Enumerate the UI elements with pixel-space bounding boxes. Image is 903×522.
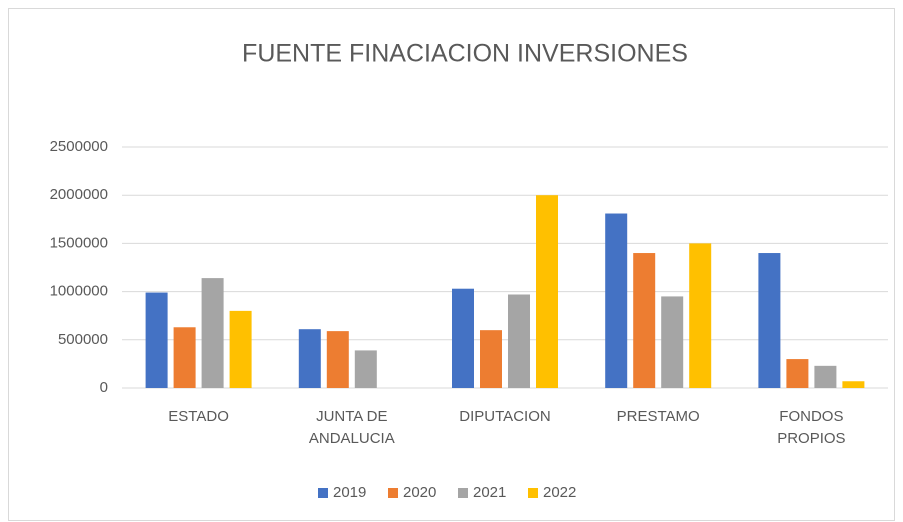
bar <box>354 350 377 388</box>
chart-title: FUENTE FINACIACION INVERSIONES <box>242 40 688 68</box>
x-tick-label: ESTADO <box>168 408 229 425</box>
bar <box>452 288 474 388</box>
bar <box>758 253 781 388</box>
bar <box>661 296 684 388</box>
x-tick-label: PRESTAMO <box>616 408 700 425</box>
bar <box>842 381 865 388</box>
bar <box>633 253 656 388</box>
bar <box>814 365 837 388</box>
bar <box>201 278 224 388</box>
bar <box>480 330 502 388</box>
legend-label: 2019 <box>333 484 366 501</box>
y-tick-label: 500000 <box>58 331 108 348</box>
bar <box>786 359 809 388</box>
bar <box>173 327 196 388</box>
legend-label: 2022 <box>543 484 576 501</box>
bar <box>689 243 712 388</box>
y-tick-label: 1000000 <box>50 283 108 300</box>
y-tick-label: 2000000 <box>50 186 108 203</box>
legend-label: 2020 <box>403 484 436 501</box>
x-tick-label: JUNTA DE ANDALUCIA <box>308 408 395 447</box>
bar <box>145 292 168 388</box>
bar <box>298 329 321 388</box>
chart-frame <box>8 8 895 521</box>
y-tick-label: 2500000 <box>50 138 108 155</box>
y-tick-label: 1500000 <box>50 234 108 251</box>
bar <box>605 213 628 388</box>
legend-swatch <box>458 488 468 498</box>
bar <box>508 294 530 388</box>
x-tick-label: FONDOS PROPIOS <box>777 408 846 447</box>
legend-label: 2021 <box>473 484 506 501</box>
bar <box>536 195 558 388</box>
legend-swatch <box>528 488 538 498</box>
y-tick-label: 0 <box>100 379 108 396</box>
legend-swatch <box>318 488 328 498</box>
bar <box>326 331 349 388</box>
legend-swatch <box>388 488 398 498</box>
bar <box>229 310 252 388</box>
x-tick-label: DIPUTACION <box>459 408 551 425</box>
